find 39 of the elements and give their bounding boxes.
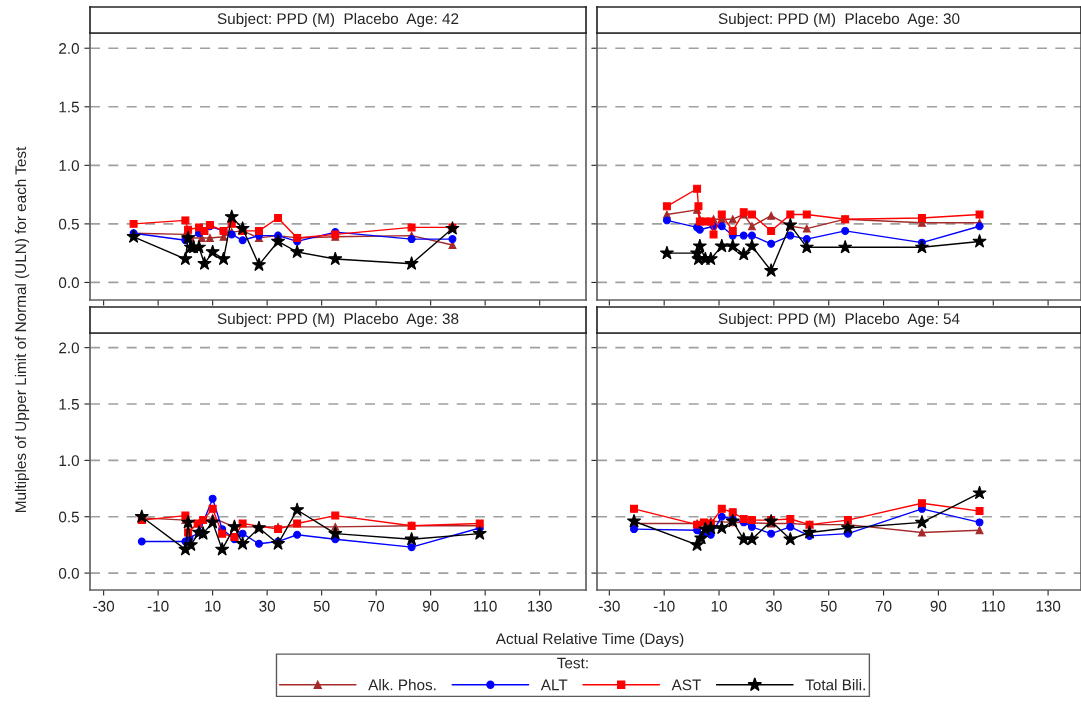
x-tick-label: 10 xyxy=(205,600,221,612)
x-tick-label: 90 xyxy=(422,600,439,612)
x-tick-label: 10 xyxy=(711,600,727,612)
chart-title: Subject: PPD (M) Placebo Age: 38 xyxy=(217,312,459,328)
x-tick-label: 70 xyxy=(368,600,385,612)
legend-label: AST xyxy=(671,679,701,691)
legend-label: ALT xyxy=(540,679,568,691)
y-tick-label: 1.5 xyxy=(59,399,79,410)
legend-title: Test: xyxy=(557,657,588,669)
y-tick-label: 1.0 xyxy=(59,160,79,172)
chart-title: Subject: PPD (M) Placebo Age: 42 xyxy=(217,12,459,28)
chart-title: Subject: PPD (M) Placebo Age: 30 xyxy=(718,12,960,28)
x-tick-label: 110 xyxy=(982,600,1005,612)
y-tick-label: 1.5 xyxy=(59,101,79,113)
x-tick-label: 30 xyxy=(259,600,276,612)
chart-title: Subject: PPD (M) Placebo Age: 54 xyxy=(718,312,960,328)
y-tick-label: 1.0 xyxy=(59,455,79,467)
x-tick-label: 130 xyxy=(528,600,552,612)
y-tick-label: 2.0 xyxy=(59,342,79,354)
x-tick-label: -30 xyxy=(598,600,620,612)
x-tick-label: -10 xyxy=(147,600,169,612)
x-axis-title: Actual Relative Time (Days) xyxy=(495,632,684,648)
x-tick-label: 50 xyxy=(313,600,330,612)
x-tick-label: -10 xyxy=(653,600,675,612)
y-tick-label: 2.0 xyxy=(59,43,79,54)
x-tick-label: -30 xyxy=(93,600,115,612)
y-tick-label: 0.0 xyxy=(58,567,79,579)
x-tick-label: 30 xyxy=(765,600,782,612)
x-tick-label: 70 xyxy=(875,600,892,612)
y-tick-label: 0.5 xyxy=(58,511,79,523)
x-tick-label: 130 xyxy=(1036,600,1061,612)
legend-label: Total Bili. xyxy=(805,679,865,691)
y-axis-title: Multiples of Upper Limit of Normal (ULN) for each Test xyxy=(14,146,30,512)
y-tick-label: 0.0 xyxy=(58,277,79,289)
x-tick-label: 90 xyxy=(930,600,947,612)
y-tick-label: 0.5 xyxy=(58,218,79,230)
legend-label: Alk. Phos. xyxy=(368,679,436,691)
x-tick-label: 50 xyxy=(820,600,837,612)
x-tick-label: 110 xyxy=(474,600,497,612)
